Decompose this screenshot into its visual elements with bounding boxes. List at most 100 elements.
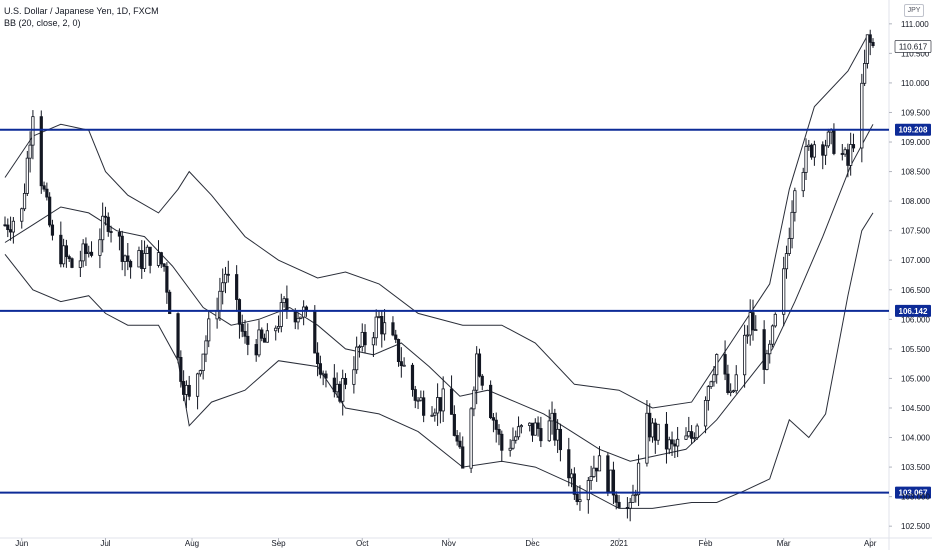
- candle: [849, 132, 853, 176]
- candle-body-down: [6, 224, 10, 231]
- bb-upper-line: [4, 35, 868, 409]
- candle: [394, 329, 398, 344]
- candle: [70, 257, 74, 269]
- candle-body-up: [137, 250, 141, 268]
- candle-body-up: [377, 315, 381, 318]
- candle: [782, 256, 786, 327]
- candle: [723, 340, 727, 381]
- candle: [684, 427, 688, 440]
- y-tick-label: 103.500: [901, 463, 930, 472]
- candle: [636, 454, 641, 507]
- currency-badge[interactable]: JPY: [904, 4, 924, 17]
- candle-body-up: [142, 253, 147, 269]
- candle-body-up: [773, 313, 777, 327]
- candle: [162, 262, 166, 272]
- x-tick-label: Dec: [525, 539, 539, 548]
- bollinger-bands: [4, 35, 874, 509]
- candle-body-down: [491, 417, 496, 421]
- candle: [508, 439, 512, 457]
- candle-body-down: [726, 373, 730, 393]
- candle: [832, 123, 836, 156]
- candle-body-down: [394, 334, 398, 340]
- candle: [123, 254, 127, 277]
- candle-body-up: [274, 327, 278, 332]
- candle-body-down: [89, 251, 94, 256]
- candle-body-up: [650, 422, 655, 438]
- candle: [650, 418, 655, 443]
- candle-body-down: [477, 353, 482, 377]
- indicator-title: BB (20, close, 2, 0): [4, 18, 81, 28]
- candle-body-up: [472, 389, 476, 410]
- horizontal-levels[interactable]: 109.208 106.142 103.067: [0, 123, 931, 499]
- y-tick-label: 110.500: [901, 49, 930, 58]
- candle: [137, 246, 141, 268]
- y-tick-label: 109.500: [901, 108, 930, 117]
- candle: [712, 366, 716, 387]
- candle: [285, 285, 289, 319]
- candle: [729, 383, 733, 397]
- candle: [455, 430, 459, 446]
- candle-body-up: [321, 373, 325, 376]
- candle-body-up: [812, 144, 816, 158]
- candle-body-down: [84, 243, 88, 254]
- candle: [221, 268, 225, 305]
- candle: [648, 403, 652, 442]
- candle: [399, 347, 403, 378]
- candle-body-up: [709, 381, 713, 388]
- candle-body-up: [475, 353, 479, 391]
- candle-body-down: [380, 315, 384, 335]
- candlesticks: [3, 29, 875, 522]
- candle-body-down: [606, 455, 610, 493]
- candle: [606, 453, 610, 497]
- candle: [821, 141, 825, 170]
- candle: [770, 324, 775, 348]
- candle: [589, 465, 593, 490]
- last-price-tag: [894, 40, 932, 53]
- candle: [743, 324, 747, 388]
- candle-body-down: [673, 443, 677, 447]
- y-tick-label: 103.000: [901, 493, 930, 502]
- candle: [765, 349, 769, 371]
- x-tick-label: Feb: [699, 539, 713, 548]
- y-tick-label: 104.500: [901, 404, 930, 413]
- candle: [748, 299, 752, 346]
- candle: [318, 355, 322, 379]
- candle: [689, 425, 694, 444]
- candle: [851, 133, 856, 153]
- candle-body-up: [743, 334, 747, 376]
- y-tick-label: 111.000: [901, 20, 929, 29]
- candle: [692, 432, 696, 443]
- candle: [156, 240, 161, 268]
- candle: [243, 319, 247, 344]
- candle: [25, 150, 29, 196]
- candle: [262, 333, 267, 343]
- candle-body-down: [497, 428, 501, 435]
- candle: [176, 312, 180, 364]
- candle: [240, 314, 244, 338]
- candle-body-down: [558, 428, 563, 451]
- candle-body-down: [762, 329, 766, 370]
- candle-body-up: [667, 439, 671, 450]
- candle: [547, 409, 551, 442]
- candle-body-up: [31, 116, 35, 146]
- candle-body-down: [315, 352, 320, 365]
- level-price-tag: [895, 486, 931, 499]
- candle: [611, 461, 616, 505]
- candle: [299, 316, 303, 320]
- candle-body-down: [120, 235, 124, 262]
- candle: [410, 362, 415, 397]
- y-tick-label: 106.500: [901, 286, 930, 295]
- y-tick-label: 107.000: [901, 256, 930, 265]
- candle-body-up: [87, 251, 91, 254]
- candle-body-down: [664, 423, 669, 450]
- candle: [357, 344, 362, 358]
- candle-body-up: [207, 318, 211, 342]
- candle: [597, 446, 602, 472]
- candle-body-up: [768, 343, 772, 355]
- candle: [145, 244, 149, 254]
- candle: [617, 495, 621, 508]
- candle: [101, 202, 105, 253]
- candle: [731, 389, 736, 394]
